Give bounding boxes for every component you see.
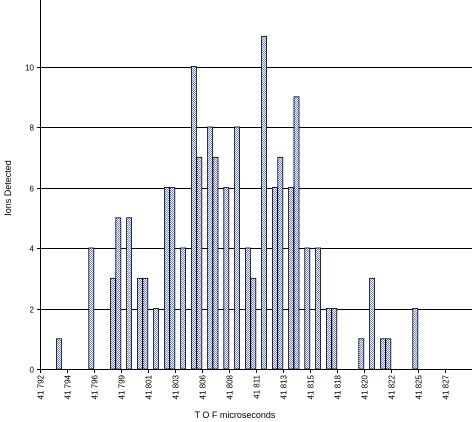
bar xyxy=(234,126,241,370)
bar xyxy=(163,187,170,370)
gridlines xyxy=(40,67,472,310)
bar xyxy=(358,338,365,370)
x-axis-title: T O F microseconds xyxy=(195,410,276,420)
bar xyxy=(56,338,62,370)
bar xyxy=(385,338,392,370)
bar xyxy=(169,187,176,370)
bar xyxy=(88,247,95,370)
bar xyxy=(412,308,419,370)
axes xyxy=(37,0,472,373)
x-tick-label: 41 799 xyxy=(118,374,127,399)
bar xyxy=(331,308,338,370)
y-tick-label: 8 xyxy=(30,124,35,133)
bar xyxy=(271,187,278,370)
bar xyxy=(153,308,160,370)
x-tick-label: 41 806 xyxy=(199,374,208,399)
bar xyxy=(136,277,143,370)
y-axis-title: Ions Detected xyxy=(3,160,13,216)
x-tick-label: 41 803 xyxy=(172,374,181,399)
bar xyxy=(325,308,332,370)
bar xyxy=(180,247,187,370)
bars xyxy=(56,35,419,370)
bar xyxy=(190,66,197,370)
x-tick-label: 41 801 xyxy=(145,374,154,399)
bar xyxy=(315,247,322,370)
y-tick-labels: 0 2 4 6 8 10 xyxy=(25,64,34,375)
y-tick-label: 6 xyxy=(30,185,35,194)
bar xyxy=(288,187,295,370)
bar xyxy=(293,96,300,370)
x-tick-label: 41 796 xyxy=(91,374,100,399)
x-tick-label: 41 794 xyxy=(64,374,73,399)
x-tick-label: 41 822 xyxy=(388,374,397,399)
y-tick-label: 10 xyxy=(25,64,34,73)
x-tick-label: 41 820 xyxy=(361,374,370,399)
x-tick-label: 41 825 xyxy=(415,374,424,399)
bar xyxy=(115,217,122,370)
y-tick-label: 4 xyxy=(30,245,35,254)
bar xyxy=(110,277,116,370)
bar xyxy=(126,217,132,370)
x-tick-label: 41 792 xyxy=(37,374,46,399)
bar xyxy=(223,187,230,370)
bar xyxy=(277,156,284,370)
bar xyxy=(250,277,257,370)
bar xyxy=(304,247,311,370)
x-tick-label: 41 827 xyxy=(442,374,451,399)
bar xyxy=(212,156,219,370)
bar xyxy=(244,247,251,370)
bar xyxy=(379,338,386,370)
x-tick-label: 41 811 xyxy=(253,374,262,398)
bar xyxy=(207,126,214,370)
y-tick-label: 0 xyxy=(30,366,35,375)
x-tick-label: 41 813 xyxy=(280,374,289,399)
bar xyxy=(142,277,149,370)
bar xyxy=(261,35,268,370)
x-tick-label: 41 815 xyxy=(307,374,316,399)
y-tick-label: 2 xyxy=(30,306,35,315)
x-tick-labels: 41 792 41 794 41 796 41 799 41 801 41 803 41 8… xyxy=(37,374,451,399)
bar xyxy=(369,277,376,370)
x-tick-label: 41 818 xyxy=(334,374,343,399)
bar xyxy=(196,156,203,370)
x-tick-label: 41 808 xyxy=(226,374,235,399)
